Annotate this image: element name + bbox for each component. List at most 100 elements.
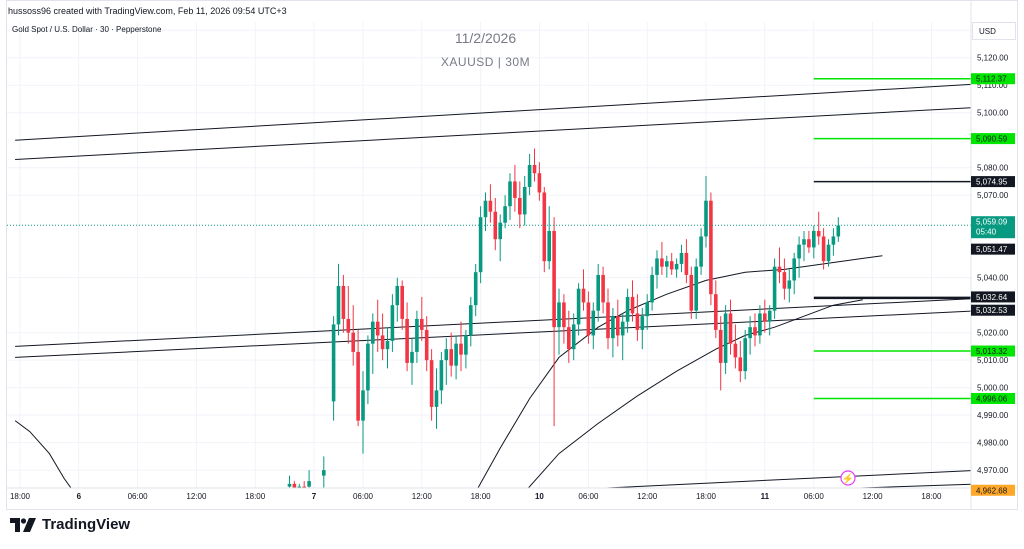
candle-down bbox=[488, 200, 493, 212]
time-tick-label: 12:00 bbox=[637, 492, 658, 501]
price-label-box bbox=[971, 291, 1015, 303]
time-axis: 18:00 6 06:00 12:00 18:00 7 06:00 12:00 18:00 10 0… bbox=[7, 487, 1018, 501]
trend-lines bbox=[15, 83, 971, 488]
tradingview-brand[interactable]: TradingView bbox=[10, 516, 130, 533]
candle-up bbox=[473, 272, 478, 306]
candle-down bbox=[616, 316, 620, 336]
price-label-box bbox=[971, 243, 1015, 255]
candle-up bbox=[699, 236, 703, 267]
price-label-text: 5,013.32 bbox=[976, 347, 1008, 356]
trend-line bbox=[15, 107, 971, 160]
candle-up bbox=[478, 217, 483, 273]
tradingview-logo-icon bbox=[10, 517, 36, 532]
price-label-text: 4,962.68 bbox=[976, 486, 1008, 495]
candle-down bbox=[552, 230, 556, 328]
candle-up bbox=[576, 288, 581, 325]
price-tick-label: 5,070.00 bbox=[977, 191, 1009, 200]
lightning-icon: ⚡ bbox=[842, 472, 854, 485]
price-tick-label: 4,970.00 bbox=[977, 466, 1009, 475]
candle-up bbox=[792, 258, 796, 281]
price-label-text: 5,051.47 bbox=[976, 245, 1008, 254]
candle-down bbox=[356, 351, 360, 421]
trend-line bbox=[845, 483, 971, 488]
candle-down bbox=[689, 274, 694, 311]
candle-down bbox=[586, 302, 591, 336]
price-tick-label: 5,000.00 bbox=[977, 384, 1009, 393]
symbol-description[interactable]: Gold Spot / U.S. Dollar · 30 · Peppersto… bbox=[12, 25, 162, 34]
candle-up bbox=[591, 310, 596, 336]
candle-up bbox=[704, 200, 708, 237]
candle-down bbox=[718, 329, 723, 363]
candle-up bbox=[385, 340, 390, 350]
candle-down bbox=[763, 313, 767, 322]
price-label-box bbox=[971, 345, 1015, 357]
price-tick-label: 5,040.00 bbox=[977, 274, 1009, 283]
candle-up bbox=[650, 274, 654, 303]
time-tick-label: 18:00 bbox=[696, 492, 717, 501]
candle-up bbox=[723, 313, 728, 363]
candle-down bbox=[709, 200, 713, 295]
candle-down bbox=[449, 349, 453, 366]
time-tick-label: 10 bbox=[535, 492, 544, 501]
candle-down bbox=[669, 261, 674, 270]
price-label-box bbox=[971, 216, 1015, 239]
candle-up bbox=[640, 316, 645, 330]
trend-line bbox=[15, 298, 971, 347]
candle-up bbox=[748, 327, 752, 339]
candle-up bbox=[439, 360, 444, 391]
time-tick-label: 18:00 bbox=[921, 492, 942, 501]
candle-up bbox=[620, 321, 625, 336]
time-tick-label: 06:00 bbox=[353, 492, 374, 501]
time-tick-label: 6 bbox=[77, 492, 82, 501]
time-tick-label: 18:00 bbox=[471, 492, 492, 501]
candle-down bbox=[807, 239, 811, 248]
candle-down bbox=[714, 294, 718, 330]
trend-line bbox=[15, 83, 971, 141]
price-label-box bbox=[971, 304, 1015, 316]
candles bbox=[287, 148, 841, 488]
candle-up bbox=[625, 296, 630, 322]
price-label-text: 5,032.53 bbox=[976, 306, 1008, 315]
candle-down bbox=[292, 483, 297, 488]
grid-lines bbox=[7, 22, 971, 488]
candle-up bbox=[522, 186, 527, 215]
trend-line bbox=[595, 470, 971, 488]
price-tick-label: 5,010.00 bbox=[977, 356, 1009, 365]
time-tick-label: 12:00 bbox=[412, 492, 433, 501]
candle-down bbox=[635, 313, 640, 330]
candle-up bbox=[665, 261, 669, 267]
candle-up bbox=[797, 244, 801, 259]
candle-up bbox=[826, 244, 831, 262]
candle-down bbox=[424, 329, 429, 361]
candle-up bbox=[307, 481, 311, 487]
currency-button[interactable]: USD bbox=[972, 22, 1016, 40]
price-label-box bbox=[971, 484, 1015, 496]
price-label-box bbox=[971, 133, 1015, 145]
candle-up bbox=[322, 470, 326, 476]
price-tick-label: 5,080.00 bbox=[977, 164, 1009, 173]
candle-down bbox=[782, 272, 787, 289]
alert-marker[interactable]: ⚡ bbox=[840, 470, 856, 486]
candle-down bbox=[537, 173, 542, 193]
time-tick-label: 12:00 bbox=[186, 492, 207, 501]
horizontal-levels bbox=[7, 77, 971, 400]
candle-up bbox=[831, 236, 836, 245]
chart-frame bbox=[6, 0, 1018, 510]
price-label-box bbox=[971, 73, 1015, 85]
candle-up bbox=[645, 302, 649, 317]
candle-up bbox=[454, 343, 458, 366]
candle-down bbox=[581, 288, 586, 303]
price-label-text: 4,996.06 bbox=[976, 394, 1008, 403]
candle-down bbox=[660, 258, 664, 267]
candle-down bbox=[738, 357, 743, 372]
candle-up bbox=[571, 324, 576, 350]
candle-up bbox=[390, 305, 395, 341]
price-tick-label: 5,120.00 bbox=[977, 54, 1009, 63]
candle-up bbox=[655, 258, 659, 275]
candle-down bbox=[302, 486, 306, 488]
candle-up bbox=[772, 266, 777, 311]
candle-up bbox=[674, 263, 679, 270]
candle-up bbox=[694, 266, 698, 311]
price-label-text: 5,112.37 bbox=[976, 75, 1007, 84]
